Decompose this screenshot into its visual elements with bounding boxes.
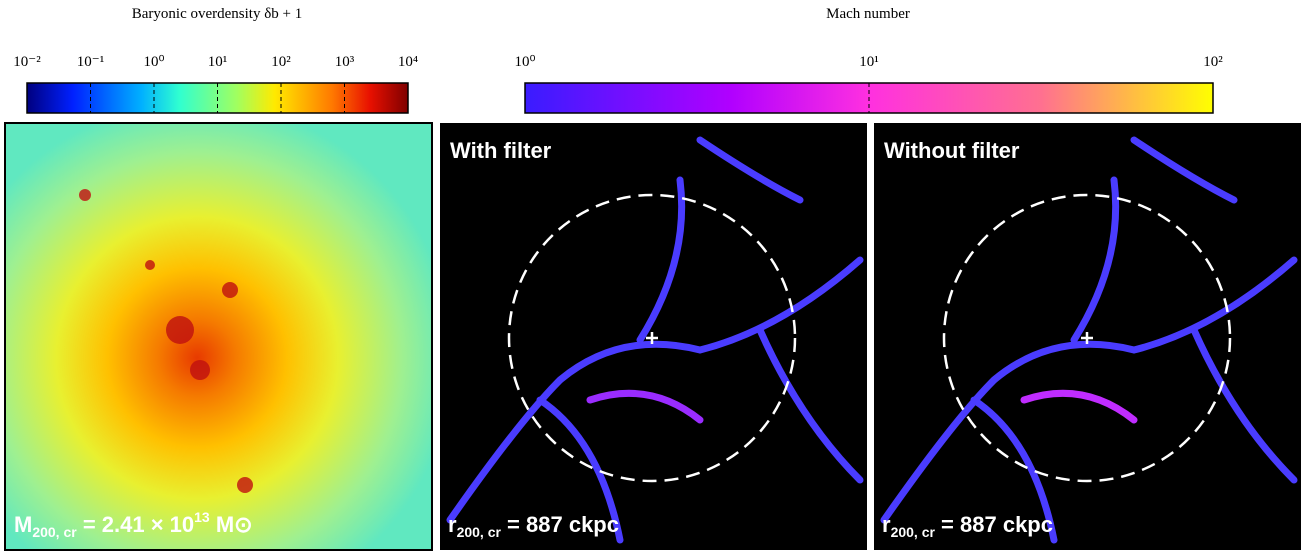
label-part: 13 bbox=[194, 509, 210, 525]
colorbar-title: Baryonic overdensity δb + 1 bbox=[132, 6, 303, 22]
label-part: = 2.41 × 10 bbox=[77, 512, 194, 537]
tick-label: 10⁰ bbox=[514, 54, 535, 70]
mach-panel bbox=[874, 123, 1301, 550]
tick-label: 10¹ bbox=[859, 54, 879, 70]
tick-label: 10¹ bbox=[208, 54, 228, 70]
tick-label: 10² bbox=[1203, 54, 1223, 70]
label-part: = 887 ckpc bbox=[935, 512, 1053, 537]
label-part: 200, cr bbox=[891, 524, 936, 540]
tick-label: 10⁰ bbox=[143, 54, 164, 70]
tick-label: 10⁻¹ bbox=[77, 54, 104, 70]
label-part: r bbox=[448, 512, 457, 537]
panel-label: r200, cr = 887 ckpc bbox=[882, 512, 1053, 540]
tick-label: 10⁴ bbox=[398, 54, 418, 70]
colorbar-title: Mach number bbox=[826, 6, 910, 22]
mach-panel bbox=[440, 123, 867, 550]
panel-label: M200, cr = 2.41 × 1013 M⊙ bbox=[14, 509, 253, 540]
panel-title: With filter bbox=[450, 138, 552, 163]
label-part: M bbox=[14, 512, 32, 537]
label-part: = 887 ckpc bbox=[501, 512, 619, 537]
tick-label: 10³ bbox=[335, 54, 355, 70]
label-part: r bbox=[882, 512, 891, 537]
label-part: 200, cr bbox=[457, 524, 502, 540]
tick-label: 10² bbox=[271, 54, 291, 70]
panel-label: r200, cr = 887 ckpc bbox=[448, 512, 619, 540]
tick-label: 10⁻² bbox=[13, 54, 41, 70]
label-part: 200, cr bbox=[32, 524, 77, 540]
panel-title: Without filter bbox=[884, 138, 1020, 163]
density-panel bbox=[4, 122, 433, 551]
label-part: M⊙ bbox=[210, 512, 253, 537]
